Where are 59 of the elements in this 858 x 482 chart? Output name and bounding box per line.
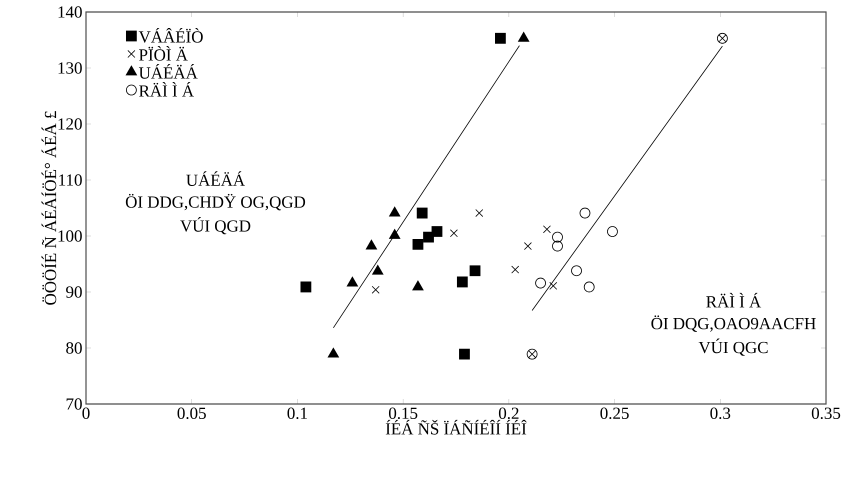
legend-label: PÏÒÌ Ä <box>139 46 188 61</box>
annotation: ÖI DQG,OAO9AACFH <box>651 315 816 332</box>
x-tick-label: 0.3 <box>710 408 730 420</box>
annotation: RÄÌ Ì Á <box>706 292 762 308</box>
point <box>571 265 582 276</box>
point <box>366 240 378 250</box>
point <box>450 229 458 238</box>
y-tick-label: 80 <box>66 342 82 354</box>
point <box>456 276 468 288</box>
x-axis-title: ÍÉÁ ÑŠ ÏÁÑÍÉÎÍ ÍÉÎ <box>386 420 527 435</box>
point <box>459 348 470 360</box>
point <box>495 32 506 44</box>
x-tick-label: 0.35 <box>812 408 840 420</box>
point <box>584 282 595 292</box>
point <box>535 278 546 288</box>
point <box>542 225 551 234</box>
point <box>416 208 428 218</box>
y-tick-label: 120 <box>58 118 82 130</box>
point <box>372 264 384 275</box>
point <box>432 226 442 237</box>
point <box>372 286 380 294</box>
point <box>552 232 563 243</box>
legend-label: RÄÌ Ì Á <box>139 82 194 97</box>
y-axis-title: ÖÖÖÍÉ Ñ ÁÉÁÍÖÉ° ÁÉÁ £ <box>42 111 56 305</box>
x-tick-label: 0.25 <box>600 408 629 420</box>
point <box>580 208 590 218</box>
y-tick-label: 100 <box>58 230 82 242</box>
annotation: VÚI QGC <box>698 338 768 356</box>
point <box>328 348 339 358</box>
point <box>607 226 618 237</box>
point <box>412 239 424 250</box>
x-tick-label: 0.05 <box>178 408 206 420</box>
y-tick-label: 90 <box>66 286 82 298</box>
x-tick-label: 0 <box>82 408 90 419</box>
point <box>423 232 434 243</box>
point <box>524 242 532 250</box>
point <box>549 282 558 290</box>
point <box>552 240 563 252</box>
y-tick-label: 140 <box>58 6 82 18</box>
y-tick-label: 130 <box>58 62 82 74</box>
annotation: UÁÉÄÁ <box>186 171 246 186</box>
x-tick-label: 0.2 <box>498 408 519 420</box>
legend-label: VÁÂÉÏÒ <box>138 28 203 43</box>
y-tick-label: 70 <box>66 398 82 410</box>
point <box>389 229 400 239</box>
point <box>389 206 400 216</box>
x-tick-label: 0.1 <box>287 408 307 420</box>
point <box>346 276 358 286</box>
y-tick-label: 110 <box>59 174 82 186</box>
annotation: ÖI DDG,CHDŸ OG,QGD <box>126 194 306 210</box>
x-tick-label: 0.15 <box>388 408 418 420</box>
point <box>412 280 424 290</box>
legend-label: UÁÉÄÁ <box>138 64 198 79</box>
point <box>511 266 520 274</box>
point <box>518 32 530 42</box>
point <box>470 265 480 276</box>
point <box>300 282 312 292</box>
annotation: VÚI QGD <box>180 216 250 234</box>
point <box>475 209 484 217</box>
